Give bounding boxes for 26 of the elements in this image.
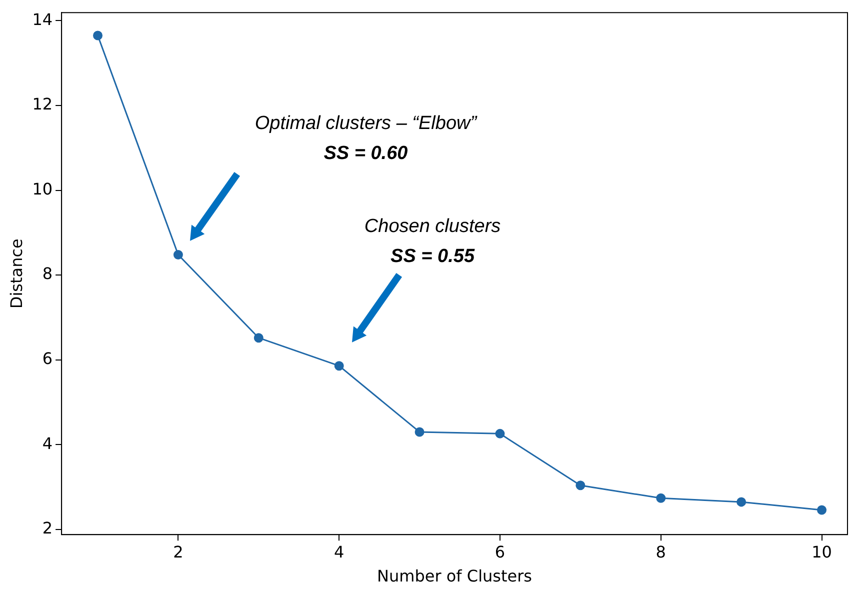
point: [576, 480, 586, 490]
point: [414, 427, 424, 437]
y-tick-label: 2: [42, 518, 53, 538]
y-axis-title: Distance: [6, 238, 26, 309]
point: [93, 30, 103, 40]
x-tick-label: 4: [334, 542, 344, 562]
x-tick-label: 10: [812, 542, 832, 562]
point: [736, 497, 746, 507]
point: [334, 361, 344, 371]
x-tick-label: 2: [173, 542, 184, 562]
x-tick-label: 8: [656, 542, 666, 562]
point: [656, 493, 666, 503]
y-tick-label: 10: [32, 179, 53, 198]
point: [254, 333, 264, 343]
y-tick-label: 8: [42, 264, 53, 284]
y-tick-label: 6: [42, 349, 53, 368]
y-tick-label: 14: [32, 10, 53, 29]
annotation: Chosen clusters SS = 0.55: [364, 216, 502, 267]
x-tick-label: 6: [494, 542, 506, 562]
y-tick-label: 4: [42, 434, 53, 453]
annotation: Optimal clusters – “Elbow” SS = 0.60: [254, 113, 478, 164]
point: [817, 505, 827, 515]
point: [173, 250, 183, 260]
y-tick-label: 12: [32, 94, 53, 114]
x-axis-title: Number of Clusters: [377, 566, 532, 586]
point: [495, 428, 505, 438]
